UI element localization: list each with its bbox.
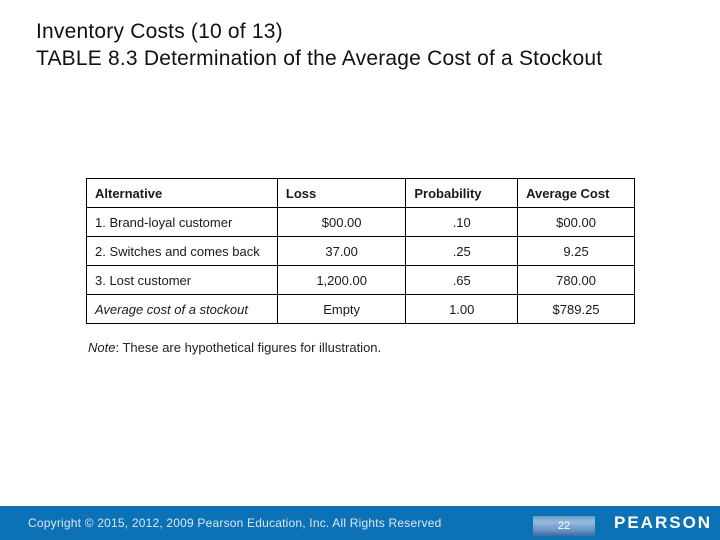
title-block: Inventory Costs (10 of 13) TABLE 8.3 Det…: [36, 18, 602, 72]
cell-probability: .25: [405, 236, 519, 266]
note-text: : These are hypothetical figures for ill…: [115, 340, 382, 355]
cell-loss: Empty: [276, 294, 407, 324]
cell-probability: 1.00: [405, 294, 519, 324]
table-row: 2. Switches and comes back 37.00 .25 9.2…: [86, 236, 635, 266]
table-row: 3. Lost customer 1,200.00 .65 780.00: [86, 265, 635, 295]
header-loss: Loss: [276, 178, 407, 208]
table-header-row: Alternative Loss Probability Average Cos…: [86, 178, 635, 208]
cell-loss: $00.00: [276, 207, 407, 237]
cell-alternative: 1. Brand-loyal customer: [86, 207, 278, 237]
footer-bar: Copyright © 2015, 2012, 2009 Pearson Edu…: [0, 506, 720, 540]
copyright-text: Copyright © 2015, 2012, 2009 Pearson Edu…: [28, 516, 442, 530]
note-prefix: Note: [88, 340, 116, 355]
cell-average-cost: $789.25: [517, 294, 635, 324]
header-probability: Probability: [405, 178, 519, 208]
table-row: 1. Brand-loyal customer $00.00 .10 $00.0…: [86, 207, 635, 237]
header-average-cost: Average Cost: [517, 178, 635, 208]
header-alternative: Alternative: [86, 178, 278, 208]
slide-title-line1: Inventory Costs (10 of 13): [36, 20, 283, 43]
table-summary-row: Average cost of a stockout Empty 1.00 $7…: [86, 294, 635, 324]
cell-average-cost: $00.00: [517, 207, 635, 237]
cell-loss: 1,200.00: [276, 265, 407, 295]
cell-loss: 37.00: [276, 236, 407, 266]
stockout-cost-table: Alternative Loss Probability Average Cos…: [86, 178, 635, 324]
pearson-logo: PEARSON: [614, 513, 713, 532]
cell-probability: .10: [405, 207, 519, 237]
cell-alternative: Average cost of a stockout: [86, 294, 278, 324]
note-line: Note: These are hypothetical figures for…: [88, 340, 381, 355]
cell-alternative: 3. Lost customer: [86, 265, 278, 295]
cell-average-cost: 780.00: [517, 265, 635, 295]
page-number-badge: 22: [533, 516, 595, 536]
cell-alternative: 2. Switches and comes back: [86, 236, 278, 266]
cell-probability: .65: [405, 265, 519, 295]
slide-title-line2: TABLE 8.3 Determination of the Average C…: [36, 47, 603, 70]
cell-average-cost: 9.25: [517, 236, 635, 266]
